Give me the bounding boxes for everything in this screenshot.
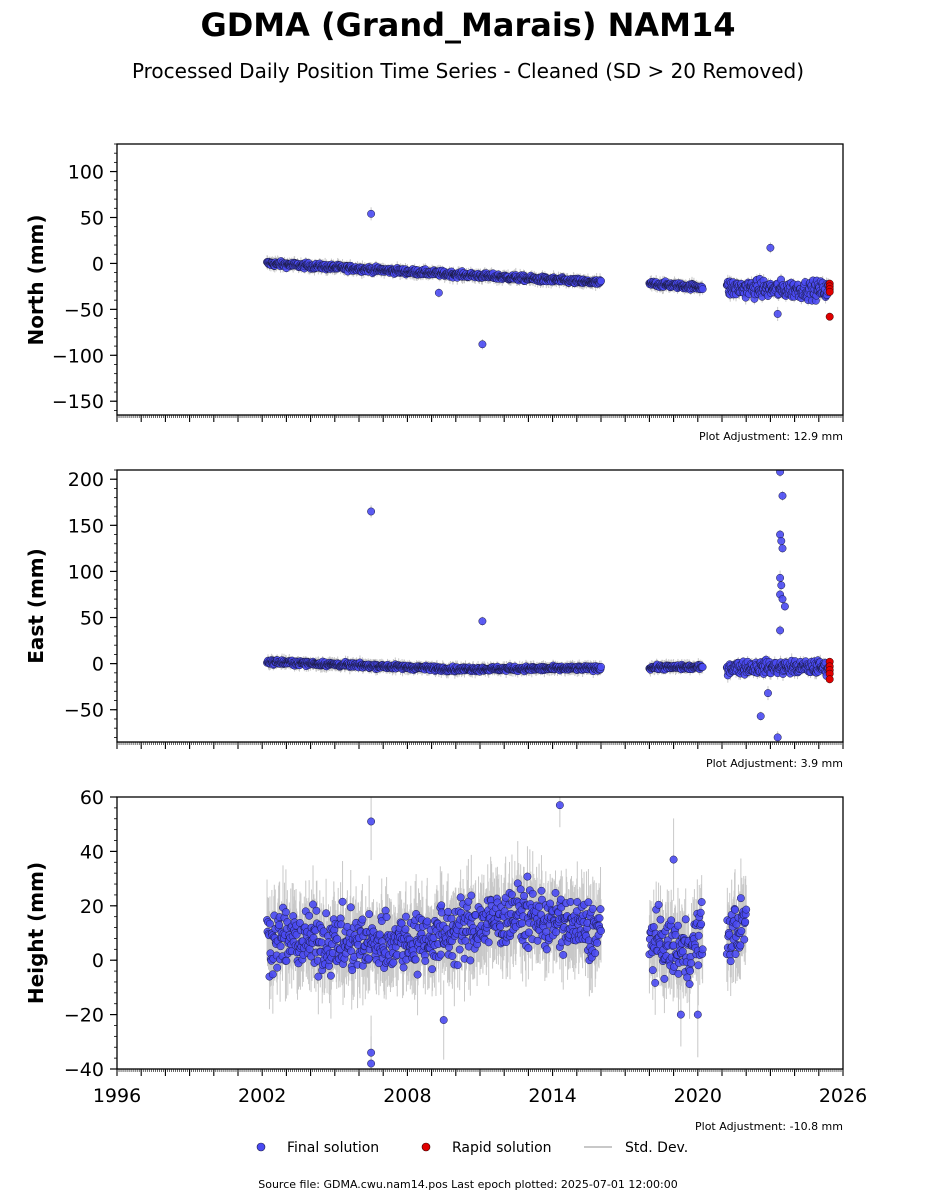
final-point xyxy=(367,209,376,218)
y-tick-label: 100 xyxy=(68,561,104,583)
y-axis-label: North (mm) xyxy=(24,214,48,345)
rapid-point xyxy=(825,675,834,684)
y-tick-label: 100 xyxy=(68,162,104,184)
final-point xyxy=(776,573,785,582)
final-point xyxy=(766,243,775,252)
y-tick-label: 0 xyxy=(92,253,104,275)
y-tick-label: −100 xyxy=(52,345,104,367)
y-tick-label: 150 xyxy=(68,515,104,537)
final-point xyxy=(434,288,443,297)
final-point xyxy=(698,285,707,294)
final-point xyxy=(777,581,786,590)
plot-area xyxy=(263,207,834,350)
final-point xyxy=(778,491,787,500)
final-point xyxy=(478,340,487,349)
final-points xyxy=(263,209,833,349)
final-point xyxy=(698,663,707,672)
panel-1: 100 50 0 −50 −100 −150 North (mm) Plot Adjustme… xyxy=(24,143,844,443)
final-point xyxy=(776,470,785,476)
final-point xyxy=(597,276,605,285)
y-tick-label: 200 xyxy=(68,469,104,491)
plot-adjustment-label: Plot Adjustment: 3.9 mm xyxy=(706,757,843,770)
final-point xyxy=(478,617,487,626)
y-tick-label: −50 xyxy=(64,299,104,321)
final-point xyxy=(777,537,786,545)
final-point xyxy=(778,544,787,553)
y-tick-label: 50 xyxy=(80,608,104,630)
final-point xyxy=(773,733,782,742)
final-point xyxy=(780,602,789,611)
chart-subtitle: Processed Daily Position Time Series - C… xyxy=(132,59,804,83)
chart-title: GDMA (Grand_Marais) NAM14 xyxy=(200,6,735,44)
plot-area xyxy=(263,797,751,1069)
error-bars xyxy=(266,470,829,742)
final-point xyxy=(367,507,376,516)
y-tick-label: −150 xyxy=(52,391,104,413)
final-point xyxy=(776,626,785,635)
y-tick-label: 0 xyxy=(92,654,104,676)
rapid-point xyxy=(825,312,834,321)
final-point xyxy=(764,689,772,698)
panels: 100 50 0 −50 −100 −150 North (mm) Plot Adjustme… xyxy=(24,143,867,1133)
final-point xyxy=(776,530,785,539)
axes-frame xyxy=(116,469,844,743)
panel-2: 200 150 100 50 0 −50 East (mm) Plot Adjustment:… xyxy=(24,469,844,770)
final-point xyxy=(756,712,765,721)
final-points xyxy=(263,470,833,742)
plot-area xyxy=(263,470,834,742)
y-axis-label: East (mm) xyxy=(24,548,48,664)
y-tick-label: −50 xyxy=(64,700,104,722)
final-point xyxy=(597,662,605,671)
plot-adjustment-label: Plot Adjustment: 12.9 mm xyxy=(699,430,843,443)
final-point xyxy=(778,595,787,604)
final-point xyxy=(773,309,782,318)
rapid-point xyxy=(825,287,834,296)
y-tick-label: 50 xyxy=(80,207,104,229)
